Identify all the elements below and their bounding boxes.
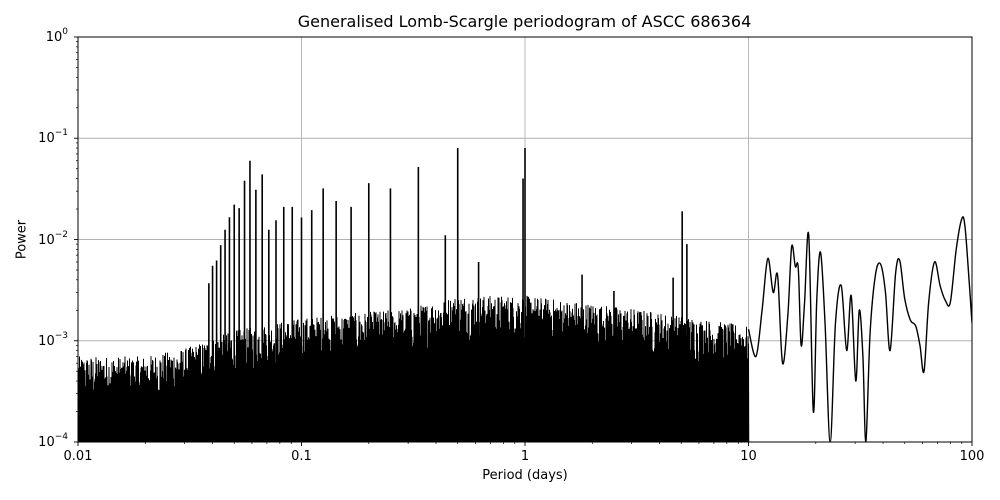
x-tick-label: 0.01 (63, 449, 93, 464)
x-tick-label: 10 (740, 449, 757, 464)
x-tick-label: 100 (959, 449, 985, 464)
chart-title: Generalised Lomb-Scargle periodogram of … (297, 12, 752, 31)
y-tick-label: 100 (45, 26, 68, 46)
y-tick-label: 10−1 (38, 128, 68, 147)
x-axis-label: Period (days) (482, 468, 568, 483)
x-tick-label: 0.1 (291, 449, 312, 464)
y-tick-label: 10−2 (38, 229, 68, 248)
y-tick-label: 10−4 (38, 431, 68, 451)
x-tick-label: 1 (520, 449, 530, 464)
y-tick-label: 10−3 (38, 330, 68, 349)
periodogram-series (77, 148, 972, 443)
plot-frame (77, 36, 973, 443)
